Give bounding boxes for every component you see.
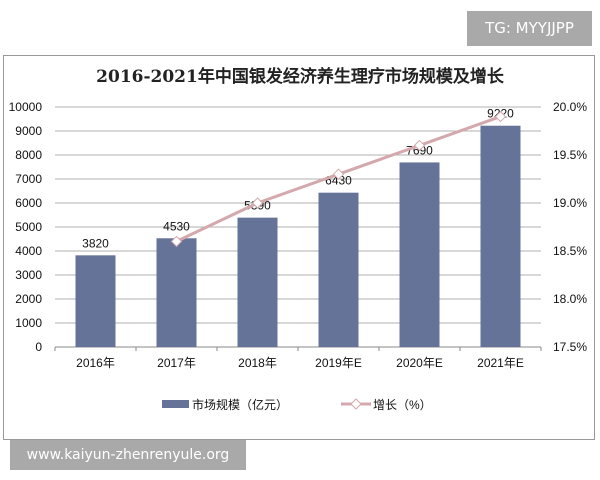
- left-axis-tick-label: 6000: [15, 196, 42, 210]
- growth-point-marker: [413, 139, 426, 152]
- left-axis-tick-label: 8000: [15, 148, 42, 162]
- legend-label-bars: 市场规模（亿元）: [192, 397, 288, 412]
- chart-frame: [3, 55, 595, 440]
- left-axis-tick-label: 10000: [9, 100, 43, 114]
- watermark-top: TG: MYYJJPP: [467, 11, 592, 46]
- x-axis-tick-label: 2020年E: [396, 356, 443, 370]
- right-axis-tick-label: 17.5%: [553, 340, 587, 354]
- x-axis-tick-label: 2019年E: [315, 356, 362, 370]
- right-axis-tick-label: 19.0%: [553, 196, 587, 210]
- legend-diamond-icon: [350, 398, 362, 410]
- right-axis-tick-label: 18.0%: [553, 292, 587, 306]
- watermark-bottom: www.kaiyun-zhenrenyule.org: [10, 440, 246, 470]
- bar-data-label: 3820: [82, 236, 109, 250]
- growth-point-marker: [494, 110, 507, 123]
- left-axis-tick-label: 3000: [15, 268, 42, 282]
- growth-point-marker: [251, 197, 264, 209]
- bar: [75, 255, 116, 347]
- right-axis-tick-label: 20.0%: [553, 100, 587, 114]
- chart-title: 2016-2021年中国银发经济养生理疗市场规模及增长: [96, 67, 504, 87]
- right-axis-tick-label: 18.5%: [553, 244, 587, 258]
- bar: [318, 192, 359, 347]
- left-axis-tick-label: 2000: [15, 292, 42, 306]
- left-axis-tick-label: 1000: [15, 316, 42, 330]
- bar: [480, 125, 521, 347]
- x-axis-tick-label: 2021年E: [477, 356, 524, 370]
- growth-point-marker: [170, 235, 183, 248]
- bar-data-label: 4530: [163, 219, 190, 233]
- growth-point-marker: [332, 168, 345, 180]
- left-axis-tick-label: 7000: [15, 172, 42, 186]
- x-axis-tick-label: 2017年: [157, 356, 196, 370]
- left-axis-tick-label: 4000: [15, 244, 42, 258]
- left-axis-tick-label: 0: [35, 340, 42, 354]
- legend-label-line: 增长（%）: [373, 398, 432, 412]
- bar: [399, 162, 440, 347]
- x-axis-tick-label: 2016年: [76, 356, 115, 370]
- right-axis-tick-label: 19.5%: [553, 148, 587, 162]
- left-axis-tick-label: 9000: [15, 124, 42, 138]
- x-axis-tick-label: 2018年: [238, 356, 277, 370]
- bar: [156, 238, 197, 347]
- bar: [237, 217, 278, 347]
- legend-bar-swatch: [162, 400, 189, 408]
- left-axis-tick-label: 5000: [15, 220, 42, 234]
